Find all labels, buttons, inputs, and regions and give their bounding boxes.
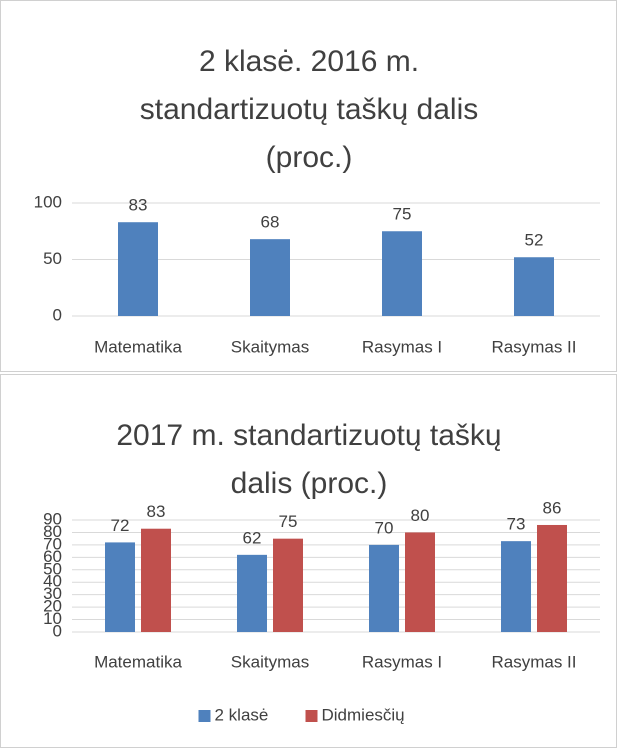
x-tick-label: Skaitymas	[231, 652, 309, 671]
y-tick-label: 40	[43, 572, 62, 591]
bar	[250, 239, 290, 316]
data-label: 80	[411, 506, 430, 525]
y-tick-label: 50	[43, 249, 62, 268]
bar	[405, 532, 435, 632]
bar	[369, 544, 399, 632]
y-tick-label: 100	[34, 192, 62, 211]
x-tick-label: Rasymas II	[491, 337, 576, 356]
bar	[237, 554, 267, 632]
data-label: 52	[525, 231, 544, 250]
data-label: 73	[507, 515, 526, 534]
panel-border	[0, 0, 617, 372]
data-label: 62	[243, 528, 262, 547]
bar	[514, 257, 554, 316]
chart-title: 2 klasė. 2016 m. standartizuotų taškų da…	[139, 45, 479, 174]
x-tick-label: Rasymas I	[362, 337, 442, 356]
y-tick-label: 0	[53, 305, 62, 324]
data-label: 83	[129, 196, 148, 215]
y-tick-label: 80	[43, 522, 62, 541]
data-label: 72	[111, 516, 130, 535]
x-tick-label: Rasymas I	[362, 652, 442, 671]
bar	[273, 538, 303, 632]
x-tick-label: Rasymas II	[491, 652, 576, 671]
x-tick-label: Matematika	[94, 652, 182, 671]
y-tick-label: 10	[43, 609, 62, 628]
y-tick-label: 30	[43, 584, 62, 603]
legend-label: Didmiesčių	[322, 705, 405, 724]
data-label: 68	[261, 213, 280, 232]
legend-swatch	[198, 710, 211, 722]
bar	[105, 542, 135, 632]
data-label: 75	[279, 512, 298, 531]
y-tick-label: 70	[43, 534, 62, 553]
chart-title: 2017 m. standartizuotų taškų dalis (proc…	[116, 419, 502, 500]
y-tick-label: 90	[43, 509, 62, 528]
data-label: 70	[375, 518, 394, 537]
bar	[537, 524, 567, 632]
data-label: 75	[393, 205, 412, 224]
x-tick-label: Matematika	[94, 337, 182, 356]
legend-swatch	[305, 710, 318, 722]
y-tick-label: 60	[43, 547, 62, 566]
data-label: 86	[543, 498, 562, 517]
y-tick-label: 0	[53, 621, 62, 640]
bar	[118, 222, 158, 316]
x-tick-label: Skaitymas	[231, 337, 309, 356]
y-tick-label: 20	[43, 597, 62, 616]
bar	[382, 231, 422, 316]
bar	[501, 541, 531, 632]
data-label: 83	[147, 502, 166, 521]
legend-label: 2 klasė	[215, 705, 269, 724]
panel-border	[0, 374, 617, 748]
bar	[141, 528, 171, 632]
y-tick-label: 50	[43, 559, 62, 578]
